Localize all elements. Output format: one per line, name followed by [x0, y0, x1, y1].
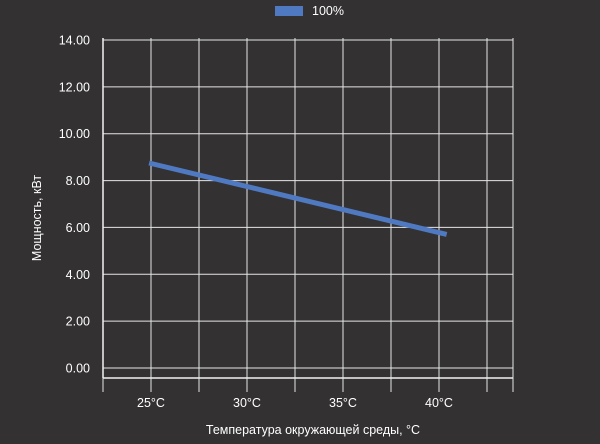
x-tick-label: 35°C	[329, 396, 357, 410]
series-lines	[148, 160, 448, 237]
grid	[102, 38, 514, 378]
x-tick-labels: 25°C 30°C 35°C 40°C	[137, 396, 453, 410]
y-tick-label: 2.00	[66, 315, 90, 329]
y-tick-label: 4.00	[66, 268, 90, 282]
x-tick-label: 30°C	[233, 396, 261, 410]
series-line[interactable]	[148, 160, 448, 237]
y-tick-labels: 0.00 2.00 4.00 6.00 8.00 10.00 12.00 14.00	[59, 34, 90, 376]
y-axis-title: Мощность, кВт	[30, 175, 44, 261]
x-tick-label: 25°C	[137, 396, 165, 410]
y-tick-label: 14.00	[59, 34, 90, 48]
y-tick-label: 12.00	[59, 80, 90, 94]
legend-label: 100%	[312, 4, 344, 18]
y-tick-label: 0.00	[66, 362, 90, 376]
axes	[102, 38, 514, 392]
x-axis-title: Температура окружающей среды, °C	[206, 423, 420, 437]
x-tick-label: 40°C	[425, 396, 453, 410]
y-tick-label: 10.00	[59, 127, 90, 141]
y-tick-label: 6.00	[66, 221, 90, 235]
y-tick-label: 8.00	[66, 174, 90, 188]
legend[interactable]: 100%	[275, 4, 344, 18]
legend-swatch	[275, 6, 303, 16]
